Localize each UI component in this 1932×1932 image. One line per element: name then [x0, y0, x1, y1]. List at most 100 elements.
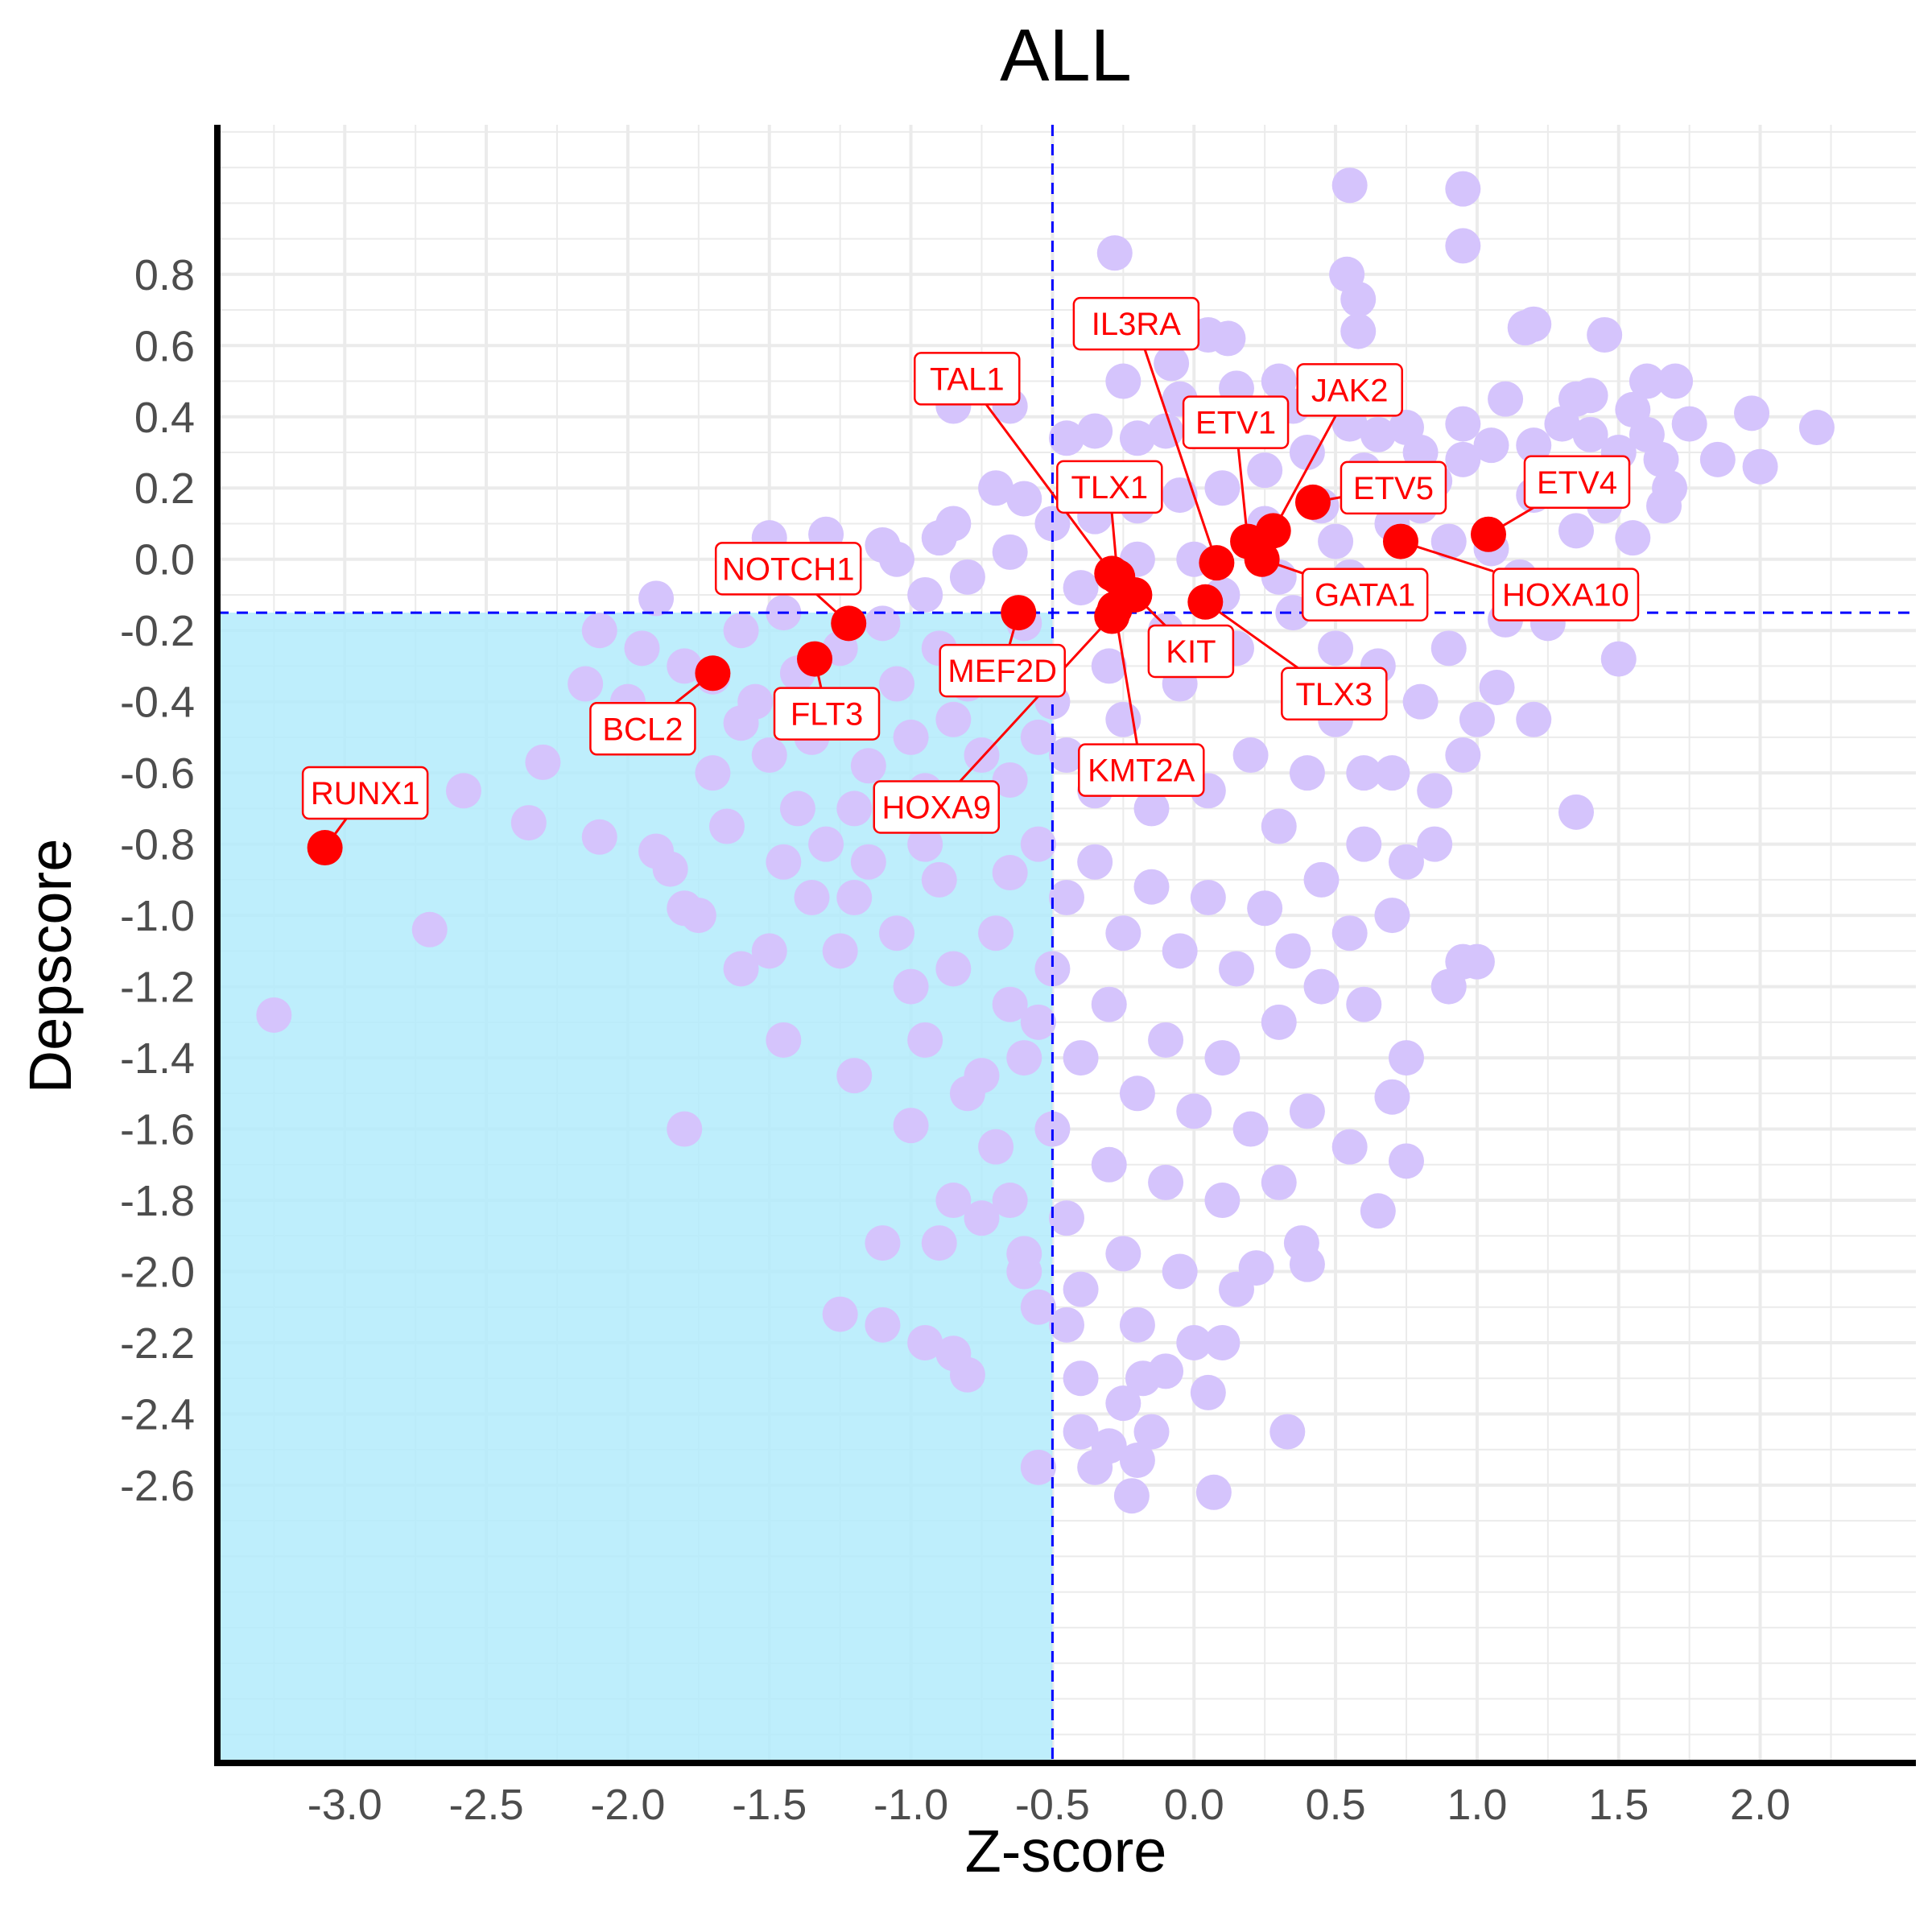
gene-label-box: [1281, 667, 1388, 721]
data-point: [1133, 869, 1170, 905]
data-point: [1063, 1360, 1099, 1397]
gene-label-box: [1523, 455, 1631, 509]
data-point: [638, 833, 675, 869]
leader-line: [959, 615, 1113, 782]
data-point: [1204, 1324, 1241, 1360]
gene-label-box: [873, 780, 1001, 834]
data-point: [1417, 826, 1453, 862]
data-point: [723, 951, 759, 987]
gene-label-text: MEF2D: [947, 654, 1057, 689]
y-tick-label: -0.2: [120, 607, 195, 655]
data-point: [1049, 737, 1084, 774]
label-leader-lines: [324, 349, 1534, 848]
gene-label-text: RUNX1: [311, 776, 420, 811]
data-point: [1232, 1111, 1269, 1147]
highlighted-point: [1094, 555, 1130, 592]
data-point: [1020, 826, 1056, 862]
data-point: [1417, 773, 1453, 809]
gene-label-box: [1072, 296, 1200, 351]
axes: [214, 125, 1916, 1766]
data-point: [992, 1183, 1028, 1219]
gene-label: HOXA9: [873, 780, 1001, 834]
x-tick-label: -2.5: [449, 1781, 524, 1829]
data-point: [1445, 406, 1481, 442]
gene-label-text: TAL1: [930, 361, 1005, 397]
data-point: [822, 1296, 858, 1332]
data-point: [1020, 1289, 1056, 1325]
gene-label-box: [1301, 568, 1429, 621]
data-point: [411, 911, 448, 947]
data-point: [1600, 641, 1637, 677]
data-point: [1049, 879, 1084, 915]
x-tick-label: 0.5: [1306, 1781, 1366, 1829]
y-tick-label: -1.6: [120, 1106, 195, 1154]
data-point: [1096, 235, 1133, 271]
data-point: [964, 737, 1000, 774]
y-tick-label: -2.4: [120, 1390, 195, 1439]
data-point: [907, 1022, 943, 1058]
data-point: [766, 1022, 802, 1058]
data-point: [638, 580, 675, 617]
gene-label-text: JAK2: [1311, 373, 1389, 408]
data-point: [1006, 1253, 1042, 1290]
data-point: [1289, 755, 1325, 791]
highlighted-point: [1470, 516, 1506, 552]
gene-label-text: GATA1: [1315, 578, 1415, 613]
data-point: [1034, 506, 1071, 542]
data-point: [992, 534, 1028, 570]
data-point: [1346, 986, 1382, 1022]
data-point: [581, 819, 617, 855]
gene-label-text: IL3RA: [1092, 307, 1181, 342]
x-tick-label: -1.0: [873, 1781, 948, 1829]
data-point: [1261, 808, 1297, 844]
data-point: [1219, 1271, 1254, 1307]
data-point: [1261, 363, 1297, 399]
data-point: [992, 855, 1028, 891]
data-point: [978, 915, 1014, 952]
data-point: [850, 844, 886, 880]
data-point: [893, 1108, 929, 1144]
data-point: [1374, 755, 1410, 791]
data-point: [1516, 306, 1552, 342]
data-point: [1105, 363, 1141, 399]
gene-label-box: [714, 542, 862, 596]
data-point: [1340, 281, 1377, 317]
gene-label-text: ETV4: [1537, 465, 1617, 501]
data-point: [667, 1111, 703, 1147]
data-point: [1615, 520, 1651, 556]
x-tick-label: 1.0: [1447, 1781, 1507, 1829]
gene-label-text: KIT: [1166, 634, 1216, 670]
data-point: [1247, 452, 1283, 489]
highlighted-point: [1187, 584, 1224, 620]
gene-label-text: HOXA10: [1502, 578, 1629, 613]
highlighted-point: [1199, 545, 1235, 581]
data-point: [1204, 1183, 1241, 1219]
x-axis-title: Z-score: [965, 1818, 1167, 1885]
highlighted-point: [797, 641, 833, 677]
data-point: [1063, 1040, 1099, 1076]
data-point: [723, 613, 759, 649]
data-point: [667, 648, 703, 684]
gene-label-box: [1182, 395, 1290, 449]
data-point: [766, 844, 802, 880]
data-point: [581, 613, 617, 649]
gene-label: TAL1: [914, 352, 1021, 406]
gene-label: KIT: [1147, 624, 1235, 679]
data-point: [1473, 427, 1509, 464]
data-point: [568, 666, 604, 702]
data-point: [1303, 968, 1340, 1005]
gene-label: HOXA10: [1492, 568, 1640, 621]
highlighted-point: [1001, 595, 1037, 631]
y-tick-label: 0.2: [134, 464, 195, 513]
data-point: [1049, 420, 1084, 456]
data-point: [992, 986, 1028, 1022]
y-tick-label: -1.0: [120, 892, 195, 940]
data-point: [1374, 1079, 1410, 1115]
data-point: [1331, 167, 1368, 204]
data-point: [1077, 844, 1113, 880]
data-point: [1572, 416, 1608, 452]
data-point: [1269, 1414, 1306, 1450]
highlighted-point: [1382, 523, 1418, 559]
data-point: [1195, 1474, 1232, 1510]
gene-label-box: [939, 643, 1066, 698]
